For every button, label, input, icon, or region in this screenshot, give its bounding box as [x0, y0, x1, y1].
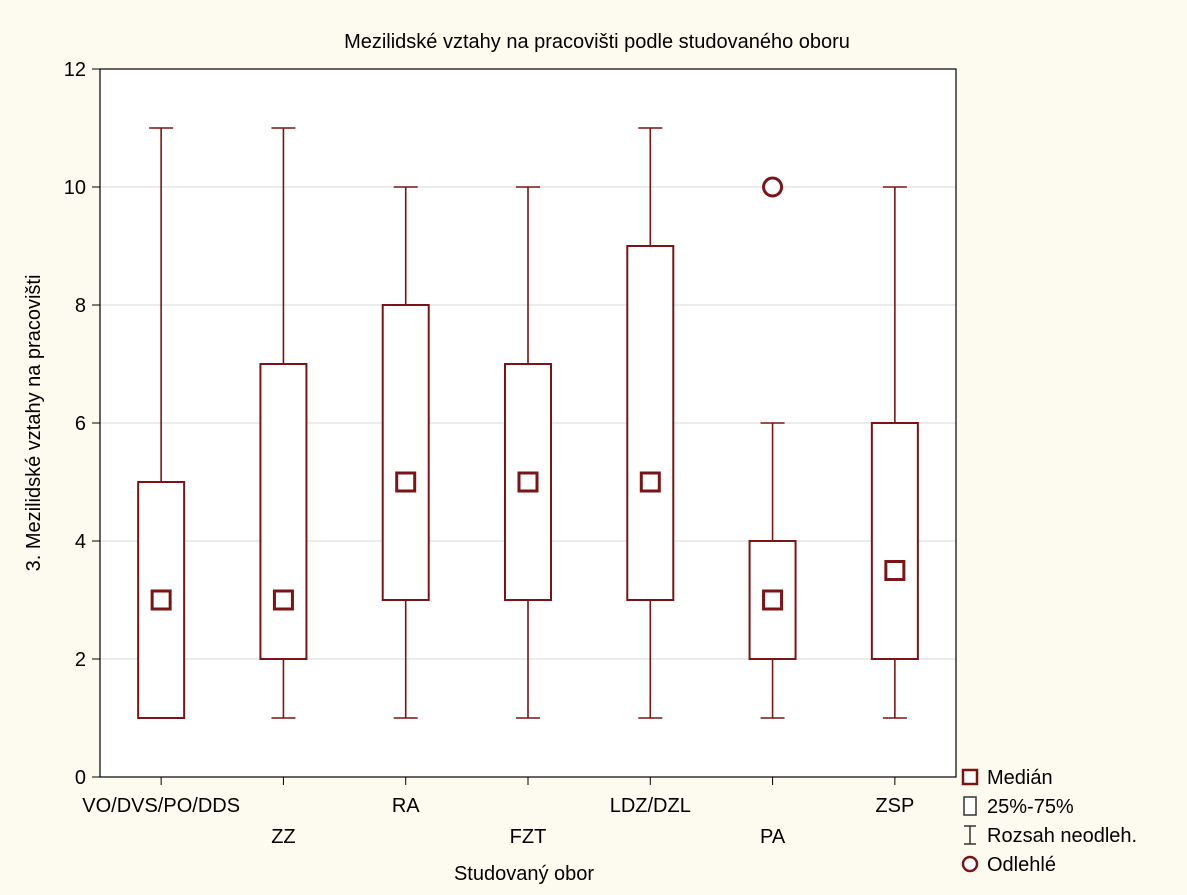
- y-tick-label: 2: [75, 649, 86, 671]
- y-tick-label: 8: [75, 295, 86, 317]
- legend-item: 25%-75%: [963, 796, 1074, 818]
- legend-box-icon: [963, 796, 977, 816]
- legend-label: 25%-75%: [987, 796, 1074, 818]
- median-marker: [150, 589, 172, 611]
- box-layer: [137, 127, 919, 719]
- median-marker: [272, 589, 294, 611]
- median-marker: [884, 560, 906, 581]
- y-tick-label: 4: [75, 531, 86, 553]
- median-marker: [395, 471, 417, 493]
- box-group: [748, 176, 797, 719]
- legend-label: Rozsah neodleh.: [987, 825, 1137, 847]
- legend: Medián 25%-75% Rozsah neodleh. Odlehlé: [961, 767, 1137, 876]
- box-group: [626, 127, 675, 719]
- box-group: [381, 186, 430, 719]
- x-tick-label: RA: [392, 795, 420, 817]
- legend-label: Medián: [987, 767, 1053, 789]
- legend-outlier-icon: [961, 855, 979, 873]
- chart-title: Mezilidské vztahy na pracovišti podle st…: [344, 31, 850, 53]
- legend-label: Odlehlé: [987, 854, 1056, 876]
- x-tick-label: FZT: [510, 826, 547, 848]
- box-group: [870, 186, 919, 719]
- iqr-box: [259, 363, 308, 660]
- plot-frame: [99, 68, 957, 778]
- median-marker: [639, 471, 661, 493]
- y-tick-label: 10: [64, 177, 86, 199]
- legend-item: Rozsah neodleh.: [964, 825, 1137, 847]
- legend-item: Odlehlé: [961, 854, 1056, 876]
- y-tick-label: 6: [75, 413, 86, 435]
- x-tick-label: VO/DVS/PO/DDS: [82, 795, 240, 817]
- x-axis-label: Studovaný obor: [454, 863, 594, 885]
- x-tick-label: ZSP: [875, 795, 914, 817]
- y-tick-label: 0: [75, 767, 86, 789]
- iqr-box: [381, 304, 430, 601]
- x-tick-label: PA: [760, 826, 786, 848]
- y-tick-label: 12: [64, 59, 86, 81]
- axis-layer: 0 2 4 6 8 10 12 VO/DVS/PO/DDS ZZ RA FZT LDZ/DZL PA ZS…: [64, 59, 915, 848]
- legend-item: Medián: [961, 767, 1053, 789]
- x-tick-label: ZZ: [271, 826, 295, 848]
- y-axis-label: 3. Mezilidské vztahy na pracovišti: [23, 275, 45, 572]
- outlier-point: [762, 176, 784, 198]
- box-group: [504, 186, 552, 719]
- median-marker: [762, 589, 784, 611]
- box-group: [137, 127, 186, 719]
- iqr-box: [626, 245, 675, 601]
- median-marker: [517, 471, 539, 493]
- box-group: [259, 127, 308, 719]
- legend-median-icon: [961, 768, 979, 786]
- iqr-box: [870, 422, 919, 660]
- x-tick-label: LDZ/DZL: [610, 795, 691, 817]
